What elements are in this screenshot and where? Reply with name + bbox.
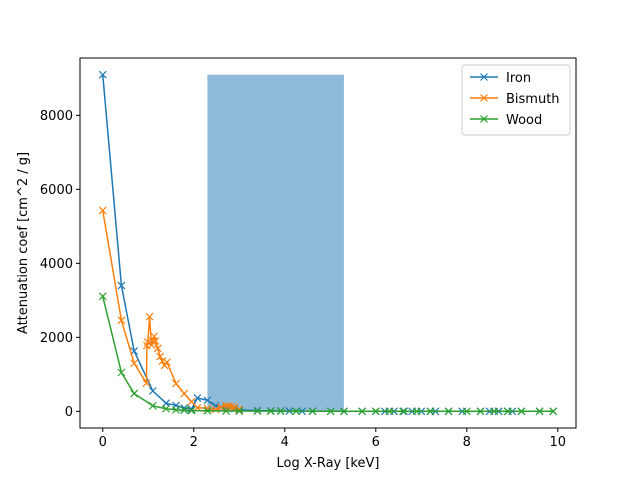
axes: 0 2 4 6 8 10 0 2000 4000 6000 8000 — [40, 109, 566, 450]
x-tick-label: 8 — [463, 435, 471, 450]
data-point — [98, 292, 107, 301]
data-point — [276, 407, 285, 416]
data-point — [162, 404, 170, 413]
data-point — [517, 407, 526, 416]
data-point — [130, 389, 139, 398]
x-tick-label: 6 — [372, 435, 380, 450]
legend-entry-bismuth: Bismuth — [470, 92, 560, 107]
data-point — [462, 407, 471, 416]
series-line-wood — [102, 295, 554, 413]
data-point — [217, 403, 225, 412]
data-point — [145, 312, 154, 321]
y-tick-label: 0 — [65, 405, 73, 420]
data-point — [426, 407, 435, 416]
data-point — [150, 332, 159, 341]
data-point — [211, 405, 220, 414]
y-axis-label: Attenuation coef [cm^2 / g] — [16, 152, 31, 334]
data-point — [266, 407, 275, 416]
data-point — [535, 407, 544, 416]
data-point — [193, 394, 202, 402]
data-point — [253, 407, 262, 416]
x-tick-label: 4 — [281, 435, 289, 450]
data-point — [172, 379, 180, 388]
data-point — [148, 387, 157, 395]
legend-label: Bismuth — [506, 92, 560, 107]
x-tick-label: 2 — [190, 435, 198, 450]
x-tick-label: 0 — [99, 435, 107, 450]
data-point — [98, 206, 107, 215]
data-point — [230, 403, 239, 412]
data-point — [162, 399, 170, 408]
data-point — [399, 407, 408, 416]
data-point — [371, 407, 380, 416]
legend: Iron Bismuth Wood — [461, 64, 571, 136]
data-point — [117, 316, 126, 325]
data-point — [385, 407, 394, 416]
data-point — [117, 281, 126, 290]
legend-entry-iron: Iron — [470, 71, 531, 86]
y-tick-label: 8000 — [40, 109, 73, 124]
data-point — [203, 396, 212, 405]
y-tick-label: 6000 — [40, 183, 73, 198]
data-point — [308, 407, 317, 416]
data-point — [117, 368, 126, 377]
data-point — [222, 407, 230, 415]
data-point — [187, 405, 196, 414]
y-tick-label: 4000 — [40, 257, 73, 272]
data-point — [98, 70, 107, 79]
series-line-bismuth — [102, 209, 241, 411]
data-point — [187, 406, 196, 415]
data-point — [162, 358, 171, 367]
data-point — [187, 397, 196, 406]
legend-marker — [480, 94, 488, 102]
data-point — [172, 405, 180, 414]
data-point — [148, 337, 157, 345]
x-tick-label: 10 — [550, 435, 567, 450]
data-point — [160, 361, 169, 370]
legend-entry-wood: Wood — [470, 113, 542, 128]
data-point — [153, 344, 162, 353]
data-point — [158, 357, 167, 365]
y-tick-label: 2000 — [40, 331, 73, 346]
axes-frame — [79, 57, 577, 429]
shaded-region — [207, 74, 344, 412]
data-point — [227, 402, 236, 411]
plot-area — [98, 70, 558, 416]
data-point — [444, 407, 453, 416]
series-wood — [98, 292, 558, 416]
data-point — [340, 407, 348, 416]
series-bismuth — [98, 206, 244, 414]
data-point — [490, 407, 499, 416]
data-point — [326, 407, 335, 416]
legend-box — [461, 64, 571, 136]
data-point — [358, 407, 367, 416]
data-point — [292, 407, 301, 416]
data-point — [156, 352, 165, 361]
legend-label: Wood — [506, 113, 542, 128]
data-point — [476, 407, 485, 416]
data-point — [148, 401, 157, 410]
data-point — [180, 389, 189, 398]
data-point — [151, 337, 160, 345]
data-point — [549, 407, 558, 416]
data-point — [130, 359, 139, 368]
x-axis-label: Log X-Ray [keV] — [277, 456, 380, 471]
data-point — [203, 406, 212, 415]
data-point — [503, 407, 512, 416]
data-point — [412, 407, 421, 416]
legend-marker — [480, 73, 488, 81]
data-point — [142, 379, 151, 388]
data-point — [235, 407, 244, 415]
legend-label: Iron — [506, 71, 531, 86]
legend-marker — [480, 115, 488, 123]
data-point — [180, 406, 189, 415]
